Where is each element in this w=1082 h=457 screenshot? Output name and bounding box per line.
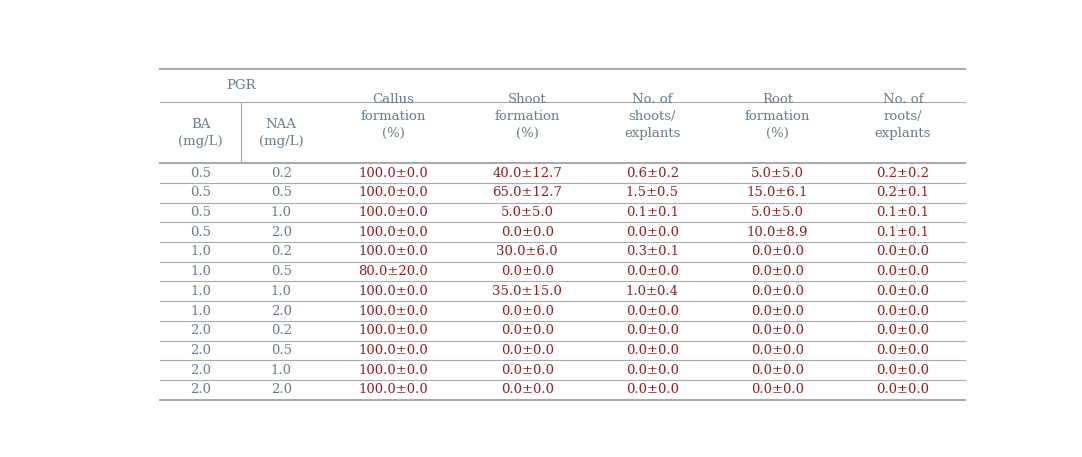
Text: 0.0±0.0: 0.0±0.0 xyxy=(876,364,929,377)
Text: 10.0±8.9: 10.0±8.9 xyxy=(747,226,808,239)
Text: 0.6±0.2: 0.6±0.2 xyxy=(625,166,678,180)
Text: 0.0±0.0: 0.0±0.0 xyxy=(625,265,678,278)
Text: 0.0±0.0: 0.0±0.0 xyxy=(751,245,804,258)
Text: 0.0±0.0: 0.0±0.0 xyxy=(501,226,554,239)
Text: 40.0±12.7: 40.0±12.7 xyxy=(492,166,562,180)
Text: 0.2±0.2: 0.2±0.2 xyxy=(876,166,929,180)
Text: 100.0±0.0: 100.0±0.0 xyxy=(358,364,427,377)
Text: 0.0±0.0: 0.0±0.0 xyxy=(501,364,554,377)
Text: 5.0±5.0: 5.0±5.0 xyxy=(501,206,554,219)
Text: 100.0±0.0: 100.0±0.0 xyxy=(358,186,427,199)
Text: 5.0±5.0: 5.0±5.0 xyxy=(751,206,804,219)
Text: 2.0: 2.0 xyxy=(190,383,211,396)
Text: 2.0: 2.0 xyxy=(190,344,211,357)
Text: BA
(mg/L): BA (mg/L) xyxy=(179,117,223,148)
Text: No. of
shoots/
explants: No. of shoots/ explants xyxy=(624,93,681,139)
Text: 100.0±0.0: 100.0±0.0 xyxy=(358,383,427,396)
Text: 0.5: 0.5 xyxy=(190,186,211,199)
Text: 100.0±0.0: 100.0±0.0 xyxy=(358,285,427,298)
Text: 0.2±0.1: 0.2±0.1 xyxy=(876,186,929,199)
Text: 0.1±0.1: 0.1±0.1 xyxy=(876,206,929,219)
Text: 0.0±0.0: 0.0±0.0 xyxy=(625,304,678,318)
Text: 100.0±0.0: 100.0±0.0 xyxy=(358,166,427,180)
Text: 1.5±0.5: 1.5±0.5 xyxy=(625,186,678,199)
Text: 0.0±0.0: 0.0±0.0 xyxy=(751,344,804,357)
Text: 0.5: 0.5 xyxy=(190,226,211,239)
Text: 0.0±0.0: 0.0±0.0 xyxy=(625,344,678,357)
Text: 0.2: 0.2 xyxy=(270,166,292,180)
Text: 0.0±0.0: 0.0±0.0 xyxy=(751,364,804,377)
Text: 35.0±15.0: 35.0±15.0 xyxy=(492,285,562,298)
Text: 0.0±0.0: 0.0±0.0 xyxy=(625,364,678,377)
Text: 1.0: 1.0 xyxy=(190,245,211,258)
Text: 0.0±0.0: 0.0±0.0 xyxy=(501,383,554,396)
Text: 0.0±0.0: 0.0±0.0 xyxy=(625,226,678,239)
Text: 100.0±0.0: 100.0±0.0 xyxy=(358,304,427,318)
Text: 80.0±20.0: 80.0±20.0 xyxy=(358,265,427,278)
Text: 2.0: 2.0 xyxy=(190,324,211,337)
Text: Root
formation
(%): Root formation (%) xyxy=(744,93,810,139)
Text: No. of
roots/
explants: No. of roots/ explants xyxy=(874,93,931,139)
Text: 0.0±0.0: 0.0±0.0 xyxy=(501,304,554,318)
Text: 0.5: 0.5 xyxy=(270,186,292,199)
Text: 1.0: 1.0 xyxy=(270,206,292,219)
Text: 1.0: 1.0 xyxy=(190,285,211,298)
Text: 65.0±12.7: 65.0±12.7 xyxy=(492,186,563,199)
Text: 100.0±0.0: 100.0±0.0 xyxy=(358,344,427,357)
Text: 0.0±0.0: 0.0±0.0 xyxy=(876,344,929,357)
Text: PGR: PGR xyxy=(226,79,255,92)
Text: 2.0: 2.0 xyxy=(190,364,211,377)
Text: 0.0±0.0: 0.0±0.0 xyxy=(625,324,678,337)
Text: 0.0±0.0: 0.0±0.0 xyxy=(751,304,804,318)
Text: 0.5: 0.5 xyxy=(270,265,292,278)
Text: 30.0±6.0: 30.0±6.0 xyxy=(497,245,558,258)
Text: 1.0: 1.0 xyxy=(190,304,211,318)
Text: 0.2: 0.2 xyxy=(270,324,292,337)
Text: 0.5: 0.5 xyxy=(270,344,292,357)
Text: 0.0±0.0: 0.0±0.0 xyxy=(876,324,929,337)
Text: 0.1±0.1: 0.1±0.1 xyxy=(876,226,929,239)
Text: 1.0: 1.0 xyxy=(270,285,292,298)
Text: 0.0±0.0: 0.0±0.0 xyxy=(501,324,554,337)
Text: 100.0±0.0: 100.0±0.0 xyxy=(358,206,427,219)
Text: 100.0±0.0: 100.0±0.0 xyxy=(358,245,427,258)
Text: 0.0±0.0: 0.0±0.0 xyxy=(876,245,929,258)
Text: 0.0±0.0: 0.0±0.0 xyxy=(625,383,678,396)
Text: 0.0±0.0: 0.0±0.0 xyxy=(876,265,929,278)
Text: 0.1±0.1: 0.1±0.1 xyxy=(625,206,678,219)
Text: 5.0±5.0: 5.0±5.0 xyxy=(751,166,804,180)
Text: 1.0: 1.0 xyxy=(190,265,211,278)
Text: 15.0±6.1: 15.0±6.1 xyxy=(747,186,808,199)
Text: 0.2: 0.2 xyxy=(270,245,292,258)
Text: 0.0±0.0: 0.0±0.0 xyxy=(876,304,929,318)
Text: 0.0±0.0: 0.0±0.0 xyxy=(876,285,929,298)
Text: Callus
formation
(%): Callus formation (%) xyxy=(360,93,425,139)
Text: 2.0: 2.0 xyxy=(270,304,292,318)
Text: 0.0±0.0: 0.0±0.0 xyxy=(501,344,554,357)
Text: 100.0±0.0: 100.0±0.0 xyxy=(358,324,427,337)
Text: 0.0±0.0: 0.0±0.0 xyxy=(751,324,804,337)
Text: 1.0±0.4: 1.0±0.4 xyxy=(625,285,678,298)
Text: 2.0: 2.0 xyxy=(270,226,292,239)
Text: 0.5: 0.5 xyxy=(190,206,211,219)
Text: 0.3±0.1: 0.3±0.1 xyxy=(625,245,678,258)
Text: 2.0: 2.0 xyxy=(270,383,292,396)
Text: 100.0±0.0: 100.0±0.0 xyxy=(358,226,427,239)
Text: 0.0±0.0: 0.0±0.0 xyxy=(876,383,929,396)
Text: 0.0±0.0: 0.0±0.0 xyxy=(501,265,554,278)
Text: NAA
(mg/L): NAA (mg/L) xyxy=(259,117,303,148)
Text: 1.0: 1.0 xyxy=(270,364,292,377)
Text: 0.0±0.0: 0.0±0.0 xyxy=(751,285,804,298)
Text: 0.5: 0.5 xyxy=(190,166,211,180)
Text: 0.0±0.0: 0.0±0.0 xyxy=(751,265,804,278)
Text: 0.0±0.0: 0.0±0.0 xyxy=(751,383,804,396)
Text: Shoot
formation
(%): Shoot formation (%) xyxy=(494,93,559,139)
